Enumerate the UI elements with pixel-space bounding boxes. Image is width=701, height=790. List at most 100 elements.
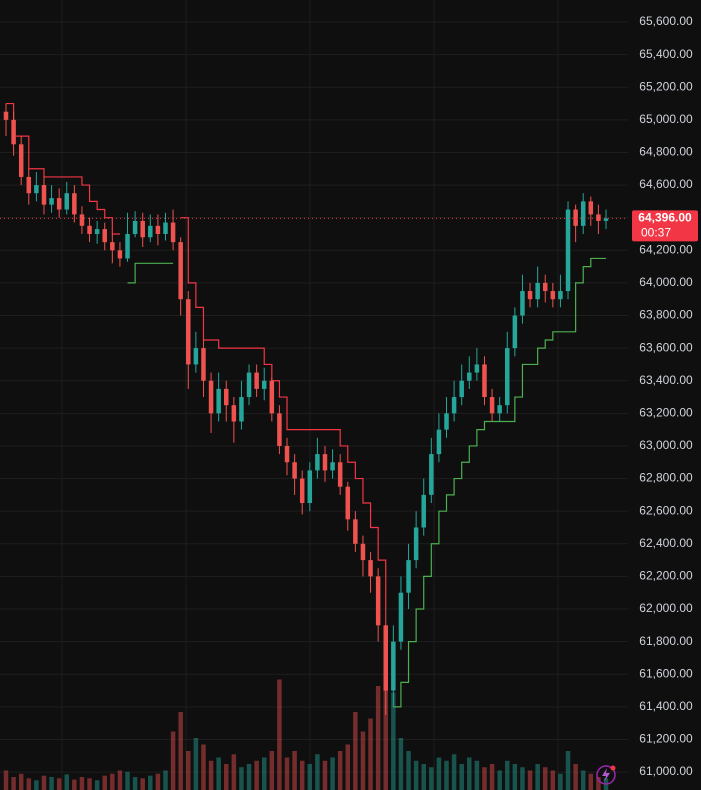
candle-body: [489, 397, 495, 414]
candle-body: [208, 380, 214, 414]
candle-body: [580, 201, 586, 226]
volume-bar: [216, 757, 221, 790]
icon-dot[interactable]: [610, 765, 616, 771]
candle-body: [330, 462, 335, 471]
icon-circle[interactable]: [596, 765, 616, 785]
candle-body: [148, 225, 153, 238]
countdown-label: 00:37: [641, 226, 671, 240]
volume-bar: [398, 738, 404, 790]
candle-body: [337, 462, 343, 487]
candle-body: [117, 250, 123, 259]
candle-body: [11, 119, 16, 145]
candle-body: [588, 201, 594, 215]
volume-bar: [429, 767, 434, 790]
volume-bar: [474, 760, 480, 790]
supertrend-line: [127, 262, 174, 284]
y-tick-label: 63,000.00: [639, 438, 693, 452]
y-tick-label: 65,400.00: [639, 47, 693, 61]
volume-bar: [140, 778, 145, 790]
y-tick-label: 65,200.00: [639, 79, 693, 93]
volume-bar: [535, 764, 540, 790]
volume-bar: [269, 751, 275, 790]
candle-body: [163, 222, 168, 234]
candle-body: [451, 397, 457, 414]
volume-bar: [284, 757, 290, 790]
volume-bar: [64, 774, 70, 790]
candle-body: [132, 220, 138, 234]
volume-bar: [558, 773, 563, 790]
candle-body: [542, 282, 548, 292]
candle-body: [322, 454, 328, 471]
candle-body: [170, 222, 176, 243]
volume-bar: [383, 660, 388, 790]
candle-body: [79, 214, 85, 226]
candle-body: [467, 372, 472, 381]
volume-bar: [542, 767, 548, 790]
y-tick-label: 61,600.00: [639, 666, 693, 680]
volume-bar: [368, 718, 373, 790]
y-tick-label: 64,800.00: [639, 145, 693, 159]
lightning-icon[interactable]: [596, 765, 616, 785]
candle-body: [565, 209, 571, 292]
candle-body: [246, 372, 252, 398]
candle-body: [482, 364, 487, 398]
candle-body: [292, 462, 297, 479]
y-tick-label: 62,600.00: [639, 503, 693, 517]
candle-body: [26, 176, 32, 194]
volume-bar: [261, 757, 267, 790]
candle-body: [224, 388, 229, 406]
candle-body: [497, 405, 502, 414]
volume-bar: [94, 780, 100, 790]
candle-body: [505, 348, 510, 406]
volume-bar: [18, 773, 24, 790]
candle-body: [345, 486, 351, 520]
candle-body: [102, 229, 107, 243]
candle-body: [41, 185, 47, 205]
candle-body: [216, 388, 221, 414]
volume-bar: [292, 751, 297, 790]
time-grid: [61, 0, 559, 790]
candle-body: [315, 454, 320, 471]
candle-body: [34, 185, 39, 194]
y-tick-label: 62,000.00: [639, 601, 693, 615]
y-tick-label: 64,600.00: [639, 177, 693, 191]
volume-bar: [307, 764, 313, 790]
candle-body: [277, 413, 282, 446]
volume-bar: [467, 757, 472, 790]
y-tick-label: 62,200.00: [639, 569, 693, 583]
volume-bar: [421, 764, 426, 790]
candle-body: [368, 560, 373, 577]
volume-bar: [565, 751, 571, 790]
volume-bar: [489, 764, 495, 790]
volume-bar: [208, 760, 214, 790]
y-tick-label: 61,800.00: [639, 634, 693, 648]
volume-bar: [482, 767, 487, 790]
y-tick-label: 61,000.00: [639, 764, 693, 778]
candle-body: [307, 470, 313, 504]
candle-body: [444, 413, 449, 430]
candle-body: [64, 193, 70, 210]
volume-bar: [588, 773, 594, 790]
volume-bar: [330, 757, 335, 790]
volume-bar: [56, 778, 62, 790]
y-tick-label: 64,000.00: [639, 275, 693, 289]
candle-body: [550, 291, 556, 300]
candle-body: [231, 405, 237, 422]
candle-body: [18, 144, 24, 177]
supertrend-line: [6, 102, 120, 235]
candle-body: [573, 209, 578, 226]
y-tick-label: 62,800.00: [639, 471, 693, 485]
icon-bolt[interactable]: [602, 768, 610, 782]
candle-body: [421, 494, 426, 528]
volume-bar: [132, 777, 138, 790]
candle-body: [110, 242, 115, 251]
candle-body: [186, 299, 191, 365]
candle-body: [201, 348, 206, 381]
candle-body: [375, 576, 381, 626]
candle-body: [535, 282, 540, 300]
candle-body: [254, 372, 259, 389]
candle-body: [429, 454, 434, 495]
candle-body: [527, 291, 533, 300]
candle-body: [558, 291, 563, 300]
